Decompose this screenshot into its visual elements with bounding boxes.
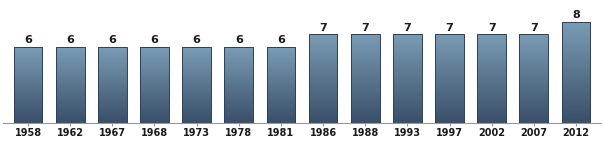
Bar: [477, 34, 506, 123]
Bar: [182, 47, 211, 123]
Text: 8: 8: [572, 10, 580, 20]
Bar: [562, 22, 590, 123]
Text: 6: 6: [193, 35, 201, 45]
Text: 6: 6: [277, 35, 285, 45]
Bar: [225, 47, 253, 123]
Text: 7: 7: [403, 23, 411, 33]
Text: 7: 7: [530, 23, 538, 33]
Bar: [435, 34, 464, 123]
Bar: [309, 34, 338, 123]
Text: 6: 6: [235, 35, 243, 45]
Text: 6: 6: [24, 35, 32, 45]
Text: 7: 7: [446, 23, 454, 33]
Bar: [393, 34, 422, 123]
Text: 6: 6: [150, 35, 158, 45]
Text: 6: 6: [66, 35, 74, 45]
Text: 6: 6: [108, 35, 117, 45]
Bar: [519, 34, 548, 123]
Text: 7: 7: [361, 23, 369, 33]
Bar: [140, 47, 169, 123]
Bar: [266, 47, 295, 123]
Bar: [56, 47, 85, 123]
Bar: [351, 34, 379, 123]
Bar: [98, 47, 127, 123]
Text: 7: 7: [488, 23, 495, 33]
Text: 7: 7: [319, 23, 327, 33]
Bar: [14, 47, 42, 123]
